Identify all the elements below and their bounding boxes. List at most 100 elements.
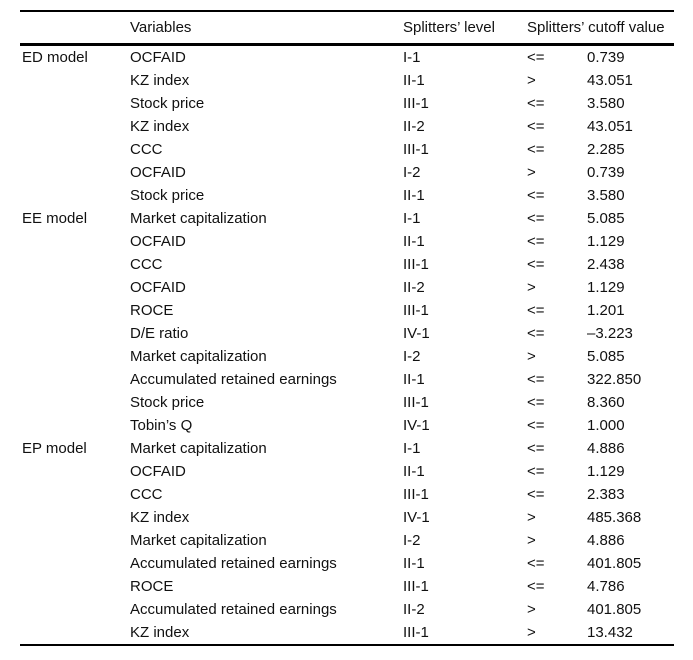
level-cell: II-1 <box>403 187 425 204</box>
table-row: Accumulated retained earnings II-1 <= 401.8… <box>20 552 674 575</box>
table-row: OCFAID I-2 >0.739 <box>20 161 674 184</box>
operator-cell: > <box>527 509 536 526</box>
level-cell: I-2 <box>403 164 421 181</box>
level-cell: III-1 <box>403 256 429 273</box>
model-label <box>20 368 130 391</box>
value-cell: 5.085 <box>587 210 625 227</box>
header-variables: Variables <box>130 10 403 46</box>
variable-cell: Accumulated retained earnings <box>130 555 337 572</box>
model-label <box>20 253 130 276</box>
table-row: Stock price II-1 <= 3.580 <box>20 184 674 207</box>
level-cell: IV-1 <box>403 509 430 526</box>
value-cell: 2.383 <box>587 486 625 503</box>
operator-cell: <= <box>527 141 545 158</box>
model-label: ED model <box>22 49 88 66</box>
model-label <box>20 184 130 207</box>
value-cell: 4.886 <box>587 532 625 549</box>
model-label <box>20 92 130 115</box>
level-cell: III-1 <box>403 141 429 158</box>
table-row: EP model Market capitalization I-1 <= 4.886 <box>20 437 674 460</box>
value-cell: 3.580 <box>587 187 625 204</box>
level-cell: III-1 <box>403 302 429 319</box>
operator-cell: <= <box>527 486 545 503</box>
model-label <box>20 322 130 345</box>
variable-cell: Stock price <box>130 187 205 204</box>
variable-cell: CCC <box>130 486 163 503</box>
value-cell: 4.886 <box>587 440 625 457</box>
operator-cell: > <box>527 601 536 618</box>
table-row: Accumulated retained earnings II-1 <= 322.8… <box>20 368 674 391</box>
table-row: OCFAID II-1 <= 1.129 <box>20 230 674 253</box>
table-row: Market capitalization I-2 >4.886 <box>20 529 674 552</box>
variable-cell: Tobin’s Q <box>130 417 193 434</box>
variable-cell: KZ index <box>130 72 190 89</box>
value-cell: 5.085 <box>587 348 625 365</box>
level-cell: II-1 <box>403 72 425 89</box>
operator-cell: <= <box>527 210 545 227</box>
value-cell: 3.580 <box>587 95 625 112</box>
value-cell: 8.360 <box>587 394 625 411</box>
level-cell: II-2 <box>403 118 425 135</box>
model-label <box>20 161 130 184</box>
model-label <box>20 552 130 575</box>
value-cell: 2.438 <box>587 256 625 273</box>
level-cell: III-1 <box>403 578 429 595</box>
table-row: Stock price III-1 <= 8.360 <box>20 391 674 414</box>
variable-cell: KZ index <box>130 509 190 526</box>
model-label <box>20 621 130 646</box>
variable-cell: OCFAID <box>130 49 186 66</box>
table-row: KZ index IV-1 >485.368 <box>20 506 674 529</box>
operator-cell: <= <box>527 233 545 250</box>
model-label <box>20 230 130 253</box>
variable-cell: D/E ratio <box>130 325 189 342</box>
header-row: Variables Splitters’ level Splitters’ cu… <box>20 10 675 46</box>
value-cell: 485.368 <box>587 509 642 526</box>
model-label: EE model <box>22 210 88 227</box>
table-row: D/E ratio IV-1 <= –3.223 <box>20 322 674 345</box>
variable-cell: Accumulated retained earnings <box>130 371 337 388</box>
variable-cell: Market capitalization <box>130 532 267 549</box>
model-label <box>20 299 130 322</box>
level-cell: IV-1 <box>403 325 430 342</box>
operator-cell: > <box>527 348 536 365</box>
table-row: OCFAID II-1 <= 1.129 <box>20 460 674 483</box>
operator-cell: <= <box>527 394 545 411</box>
value-cell: –3.223 <box>587 325 633 342</box>
table-row: ED model OCFAID I-1 <= 0.739 <box>20 45 674 70</box>
level-cell: IV-1 <box>403 417 430 434</box>
model-label <box>20 575 130 598</box>
table-row: CCC III-1 <= 2.438 <box>20 253 674 276</box>
value-cell: 0.739 <box>587 164 625 181</box>
variable-cell: KZ index <box>130 621 403 646</box>
header-model <box>20 10 130 46</box>
operator-cell: <= <box>527 417 545 434</box>
model-label <box>20 138 130 161</box>
splitters-table: Variables Splitters’ level Splitters’ cu… <box>20 10 675 646</box>
table-row: OCFAID II-2 >1.129 <box>20 276 674 299</box>
value-cell: 1.129 <box>587 233 625 250</box>
table-row: Tobin’s Q IV-1 <= 1.000 <box>20 414 674 437</box>
level-cell: I-1 <box>403 210 421 227</box>
value-cell: 0.739 <box>587 49 625 66</box>
model-label <box>20 391 130 414</box>
variable-cell: OCFAID <box>130 279 186 296</box>
value-cell: 1.129 <box>587 463 625 480</box>
operator-cell: <= <box>527 440 545 457</box>
table-row: Market capitalization I-2 >5.085 <box>20 345 674 368</box>
operator-cell: <= <box>527 325 545 342</box>
variable-cell: Stock price <box>130 95 205 112</box>
value-cell: 2.285 <box>587 141 625 158</box>
value-cell: 401.805 <box>587 601 642 618</box>
operator-cell: <= <box>527 49 545 66</box>
variable-cell: Stock price <box>130 394 205 411</box>
operator-cell: <= <box>527 578 545 595</box>
table-row: EE model Market capitalization I-1 <= 5.085 <box>20 207 674 230</box>
variable-cell: CCC <box>130 256 163 273</box>
header-splitters-level: Splitters’ level <box>403 10 527 46</box>
variable-cell: OCFAID <box>130 463 186 480</box>
level-cell: II-1 <box>403 463 425 480</box>
operator-cell: > <box>527 621 587 646</box>
operator-cell: <= <box>527 371 545 388</box>
value-cell: 13.432 <box>587 621 675 646</box>
table-row: ROCE III-1 <= 1.201 <box>20 299 674 322</box>
